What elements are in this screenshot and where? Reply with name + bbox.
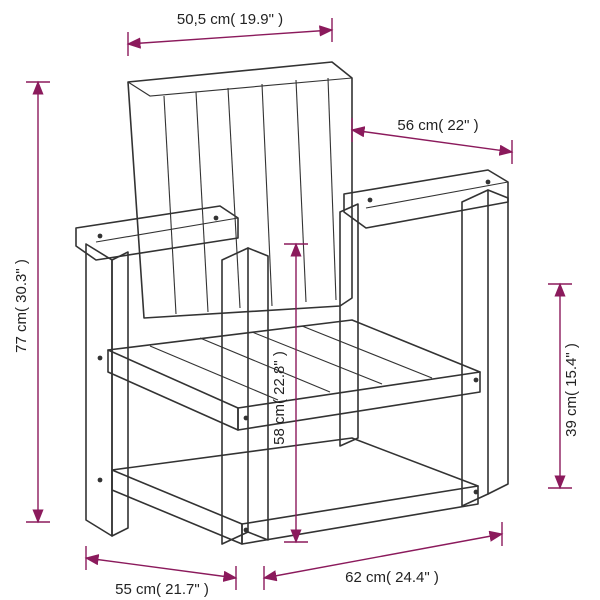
label-seat-height: 39 cm( 15.4" ) [563, 343, 580, 437]
dim-front-depth: 55 cm( 21.7" ) [86, 546, 236, 598]
dim-arm-height: 58 cm( 22.8" ) [271, 244, 308, 542]
dim-arm-depth: 56 cm( 22" ) [352, 117, 512, 164]
dim-back-width: 50,5 cm( 19.9" ) [128, 11, 332, 56]
dim-front-width: 62 cm( 24.4" ) [264, 522, 502, 590]
label-arm-height: 58 cm( 22.8" ) [271, 351, 288, 445]
chair-arm-right [344, 170, 508, 228]
label-total-height: 77 cm( 30.3" ) [13, 259, 30, 353]
chair-dimension-diagram: 50,5 cm( 19.9" ) 56 cm( 22" ) 77 cm( 30.… [0, 0, 600, 600]
label-back-width: 50,5 cm( 19.9" ) [177, 11, 283, 28]
chair-backrest [128, 62, 352, 318]
chair-drawing [76, 62, 508, 544]
dim-total-height: 77 cm( 30.3" ) [13, 82, 50, 522]
label-front-width: 62 cm( 24.4" ) [345, 569, 439, 586]
chair-seat [108, 320, 480, 430]
dim-seat-height: 39 cm( 15.4" ) [548, 284, 580, 488]
chair-lower-stretcher [112, 438, 478, 544]
label-front-depth: 55 cm( 21.7" ) [115, 581, 209, 598]
label-arm-depth: 56 cm( 22" ) [397, 117, 478, 134]
